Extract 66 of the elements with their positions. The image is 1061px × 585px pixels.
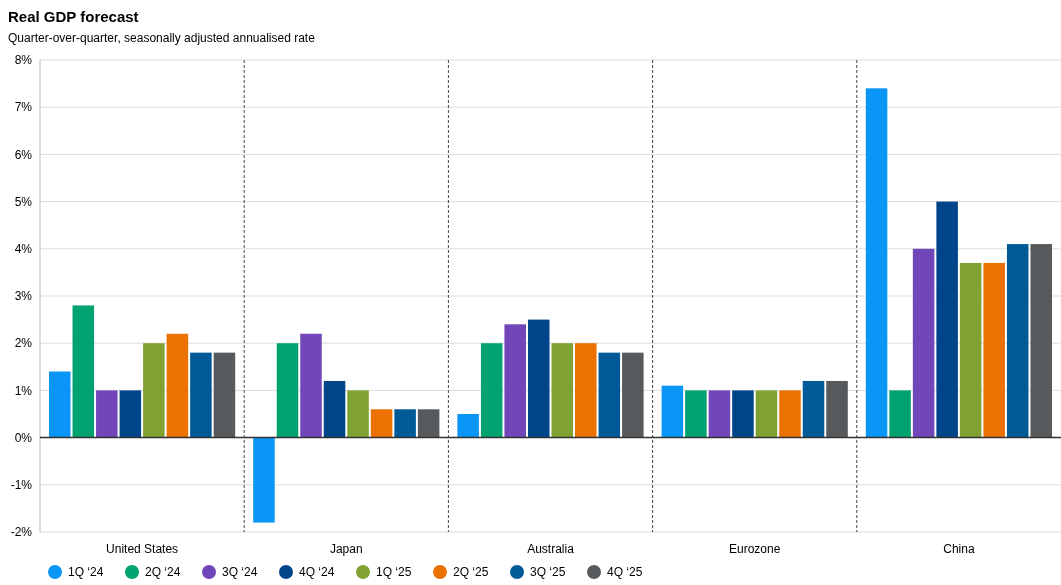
chart-title: Real GDP forecast bbox=[8, 8, 139, 25]
bar bbox=[1030, 244, 1052, 438]
bar bbox=[190, 352, 212, 438]
bar bbox=[119, 390, 142, 438]
y-tick-label: -1% bbox=[10, 478, 33, 492]
legend-label: 2Q ‘24 bbox=[145, 565, 181, 579]
bar bbox=[166, 333, 189, 438]
bar bbox=[865, 88, 888, 438]
bar bbox=[394, 409, 416, 438]
bar bbox=[889, 390, 911, 438]
y-tick-label: 5% bbox=[14, 194, 33, 209]
bar bbox=[323, 380, 346, 438]
bar bbox=[527, 319, 550, 438]
legend-label: 4Q ‘24 bbox=[299, 565, 335, 579]
bar bbox=[49, 371, 71, 438]
bar bbox=[1006, 244, 1029, 438]
bar bbox=[708, 390, 731, 438]
y-tick-label: 2% bbox=[14, 336, 33, 351]
y-tick-label: 6% bbox=[14, 147, 33, 162]
bar bbox=[96, 390, 118, 438]
bar bbox=[622, 352, 644, 438]
bar bbox=[575, 343, 597, 438]
legend-label: 4Q ‘25 bbox=[607, 565, 643, 579]
y-tick-label: -2% bbox=[10, 525, 33, 540]
y-tick-label: 7% bbox=[14, 100, 33, 115]
legend-label: 1Q ‘24 bbox=[68, 565, 104, 579]
bar bbox=[457, 414, 479, 438]
bar bbox=[755, 390, 778, 438]
legend-label: 3Q ‘24 bbox=[222, 565, 258, 579]
chart-subtitle: Quarter-over-quarter, seasonally adjusted annualised rate bbox=[8, 31, 316, 45]
y-tick-label: 1% bbox=[14, 383, 33, 398]
bar bbox=[598, 352, 621, 438]
bar bbox=[253, 437, 275, 523]
bar bbox=[551, 343, 574, 438]
bar bbox=[826, 380, 848, 438]
bar bbox=[276, 343, 299, 438]
bar bbox=[300, 333, 322, 438]
y-tick-label: 4% bbox=[14, 242, 33, 256]
bar bbox=[347, 390, 369, 438]
bar bbox=[779, 390, 801, 438]
bar bbox=[213, 352, 236, 438]
bar bbox=[983, 262, 1005, 438]
bar bbox=[732, 390, 754, 438]
legend-label: 2Q ‘25 bbox=[453, 565, 489, 579]
y-tick-label: 3% bbox=[14, 289, 33, 304]
bar bbox=[143, 343, 165, 438]
bar bbox=[912, 248, 935, 438]
x-tick-label: United States bbox=[106, 542, 179, 556]
bar bbox=[370, 409, 393, 438]
bar bbox=[72, 305, 95, 438]
x-tick-label: Australia bbox=[527, 542, 575, 556]
bar bbox=[959, 262, 982, 438]
y-tick-label: 8% bbox=[14, 53, 33, 68]
bar bbox=[685, 390, 707, 438]
bar bbox=[480, 343, 503, 438]
bar bbox=[417, 409, 440, 438]
bar bbox=[936, 201, 958, 438]
bar bbox=[802, 380, 825, 438]
bar bbox=[504, 324, 526, 438]
bar bbox=[661, 385, 684, 438]
x-tick-label: China bbox=[943, 542, 975, 556]
y-tick-label: 0% bbox=[14, 430, 33, 445]
x-tick-label: Eurozone bbox=[729, 542, 781, 556]
x-tick-label: Japan bbox=[329, 542, 363, 556]
legend-label: 3Q ‘25 bbox=[530, 565, 566, 579]
legend-label: 1Q ‘25 bbox=[376, 565, 412, 579]
